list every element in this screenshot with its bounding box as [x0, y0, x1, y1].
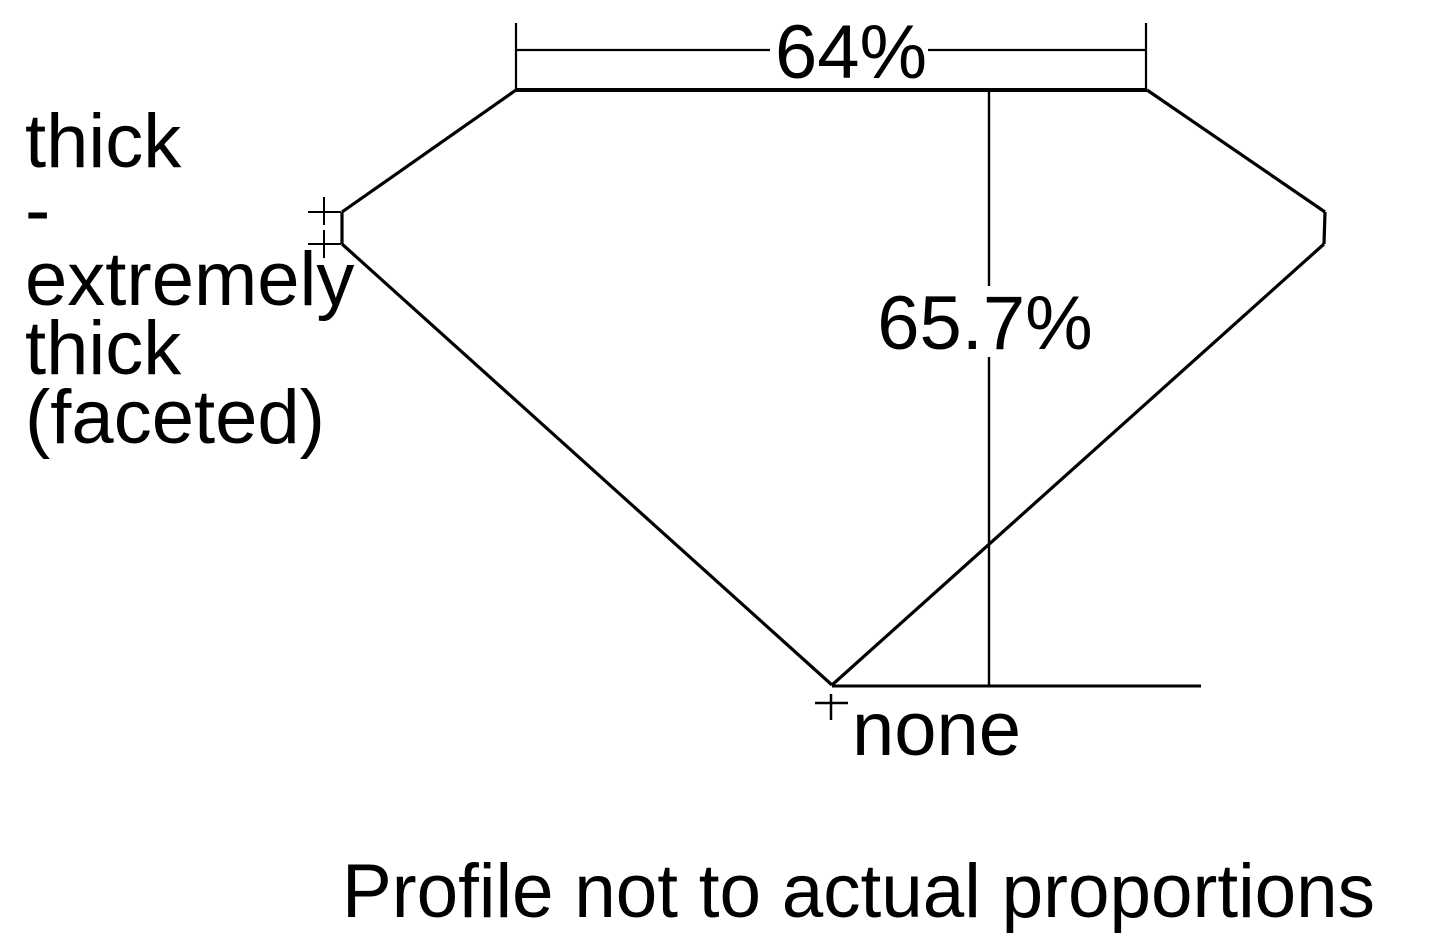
crown-right-line — [1146, 88, 1326, 214]
crown-left-line — [341, 88, 517, 214]
girdle-thickness-label-line-2: - — [25, 168, 50, 253]
culet-label: none — [852, 687, 1021, 772]
girdle-thickness-label-line-4: thick — [25, 306, 182, 391]
pavilion-left-line — [340, 242, 834, 687]
depth-label: 65.7% — [877, 281, 1093, 366]
girdle-thickness-label-line-5: (faceted) — [25, 375, 325, 460]
girdle-thickness-label-line-3: extremely — [25, 237, 354, 322]
girdle-thickness-label-line-1: thick — [25, 99, 182, 184]
pavilion-right-line — [830, 242, 1326, 687]
girdle-right-line — [1322, 211, 1327, 245]
footnote: Profile not to actual proportions — [342, 849, 1375, 934]
table-width-label: 64% — [775, 10, 927, 95]
